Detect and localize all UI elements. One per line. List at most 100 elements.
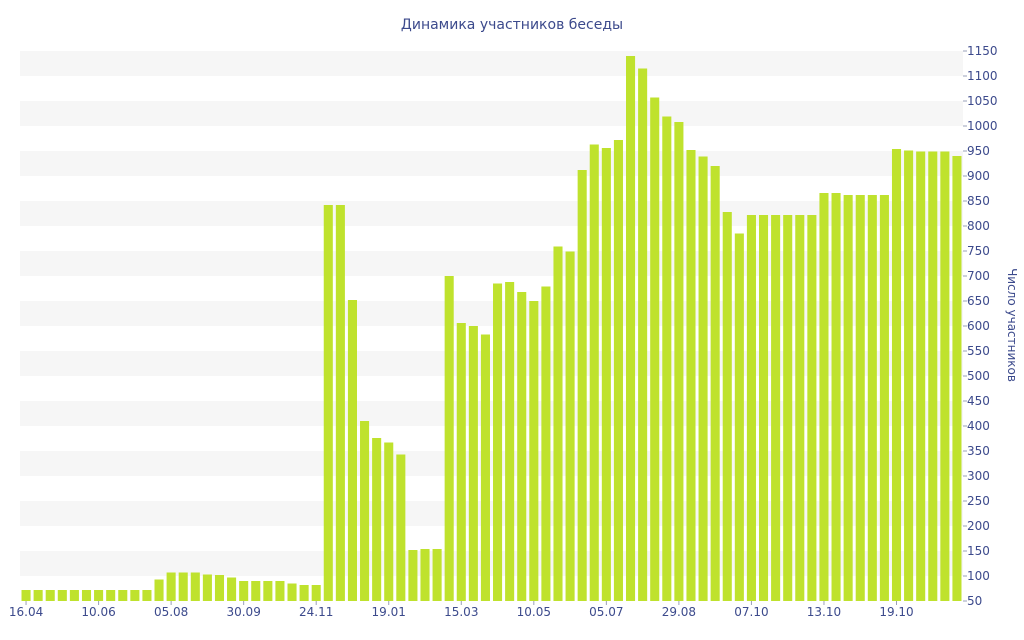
grid-band [20,151,963,176]
bar [541,286,551,601]
bar [686,150,696,601]
grid-band [20,201,963,226]
bar [166,572,176,601]
bar [178,572,188,601]
y-tick-label: 550 [967,344,990,358]
grid-band [20,251,963,276]
bar [916,151,926,601]
grid-bands [20,51,963,576]
bar [867,195,877,601]
bar [674,122,684,601]
bar [227,577,237,601]
bar [904,150,914,601]
bar [505,282,515,601]
bar [855,195,865,601]
x-tick-label: 13.10 [807,605,841,619]
bar [758,215,769,601]
bar [480,334,490,601]
x-tick-label: 10.06 [81,605,115,619]
bar [106,590,116,601]
grid-band [20,301,963,326]
bar [45,590,55,601]
bar [771,215,781,601]
y-tick-label: 1150 [967,44,998,58]
y-tick-label: 1000 [967,119,998,133]
grid-band [20,101,963,126]
bar [94,590,104,601]
chart-title: Динамика участников беседы [401,17,623,33]
bar [33,590,43,601]
x-tick-label: 24.11 [299,605,333,619]
bar [553,246,563,601]
y-tick-label: 100 [967,569,990,583]
y-tick-label: 1100 [967,69,998,83]
bar [517,292,527,601]
y-tick-label: 650 [967,294,990,308]
x-tick-label: 16.04 [9,605,43,619]
bar [468,326,478,601]
bar [795,215,805,601]
bar [565,251,575,601]
bar [360,421,370,601]
y-tick-label: 200 [967,519,990,533]
y-tick-label: 900 [967,169,990,183]
y-tick-label: 850 [967,194,990,208]
bar [81,590,92,601]
bar [601,148,611,601]
bar [311,585,321,601]
x-tick-label: 10.05 [517,605,551,619]
x-tick-label: 29.08 [662,605,696,619]
x-tick-label: 19.01 [372,605,406,619]
bar [347,300,357,601]
bar [444,276,454,601]
y-tick-label: 350 [967,444,990,458]
x-axis-ticks: 16.04 10.06 05.08 30.09 24.11 19.01 15.03 10.05… [9,601,914,619]
y-tick-label: 250 [967,494,990,508]
y-tick-label: 750 [967,244,990,258]
bar [577,170,587,601]
bar [843,195,853,601]
bar [384,442,394,601]
bar [698,156,708,601]
bar [335,205,345,601]
grid-band [20,401,963,426]
bar [783,215,793,601]
bar [529,301,539,601]
x-tick-label: 15.03 [444,605,478,619]
bar [819,193,829,601]
bar [432,549,442,601]
bar [613,140,623,601]
bar [142,590,152,601]
bar [57,590,67,601]
y-axis-ticks: 50 100 150 200 250 300 350 400 450 500 550 600 650 70… [963,44,998,608]
bar [746,215,756,601]
bar [396,454,406,601]
bar [118,590,128,601]
bar [662,116,672,601]
bar [710,166,720,601]
bar [263,581,273,601]
y-axis-label: Число участников [1005,268,1019,382]
y-tick-label: 600 [967,319,990,333]
bars [21,56,962,601]
y-tick-label: 1050 [967,94,998,108]
y-tick-label: 700 [967,269,990,283]
bar [940,151,950,601]
x-tick-label: 19.10 [879,605,913,619]
bar [722,212,732,601]
bar [626,56,636,601]
bar [154,579,164,601]
bar [202,574,212,601]
bar [239,581,249,601]
y-tick-label: 800 [967,219,990,233]
bar [891,149,902,601]
bar [299,585,309,601]
bar [190,572,200,601]
bar [928,151,938,601]
grid-band [20,551,963,576]
x-tick-label: 05.08 [154,605,188,619]
bar [879,195,889,601]
bar [323,205,333,601]
bar [287,583,297,601]
